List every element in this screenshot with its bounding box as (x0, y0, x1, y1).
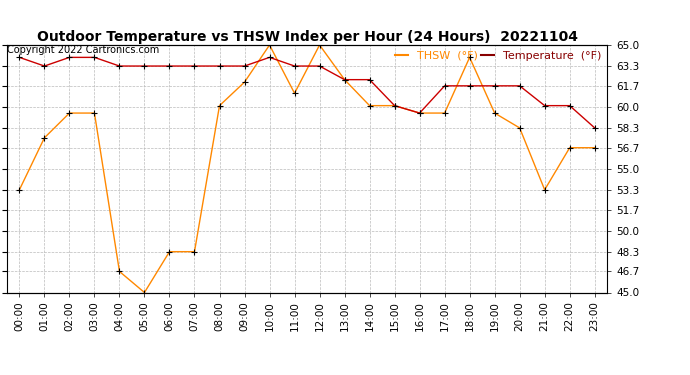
Text: Copyright 2022 Cartronics.com: Copyright 2022 Cartronics.com (7, 45, 159, 55)
Legend: THSW  (°F), Temperature  (°F): THSW (°F), Temperature (°F) (395, 51, 602, 60)
Title: Outdoor Temperature vs THSW Index per Hour (24 Hours)  20221104: Outdoor Temperature vs THSW Index per Ho… (37, 30, 578, 44)
